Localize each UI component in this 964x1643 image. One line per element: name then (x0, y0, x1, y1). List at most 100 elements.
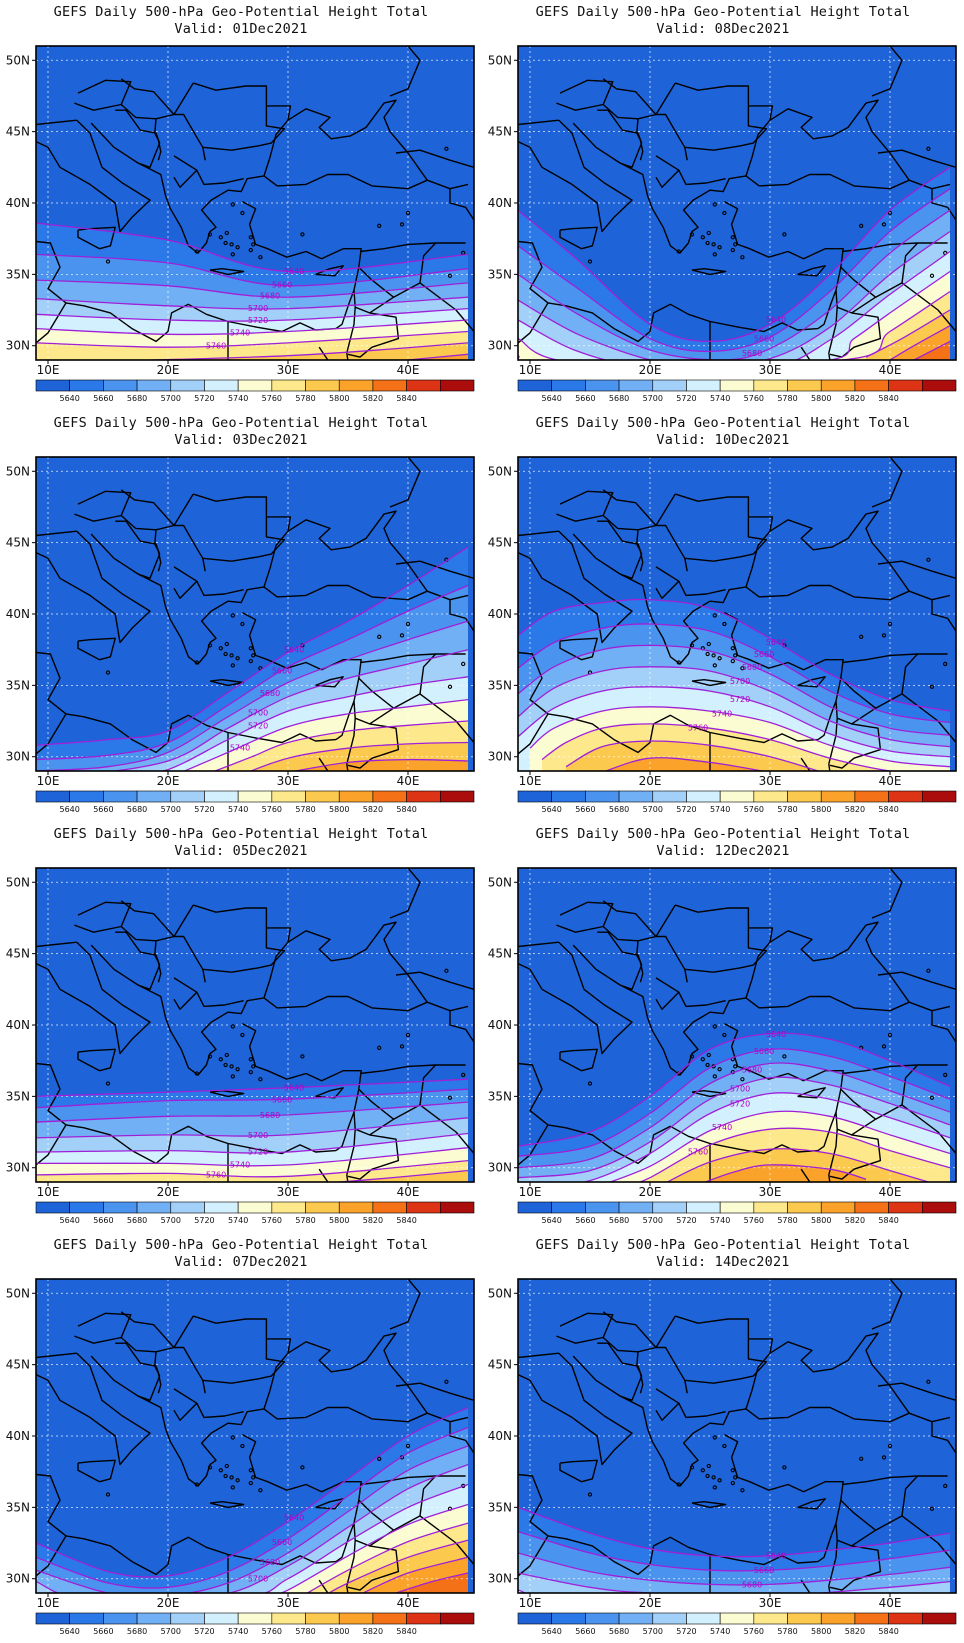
island (722, 210, 727, 216)
contour-5760 (518, 290, 951, 360)
colorbar-swatch (618, 379, 654, 392)
island (712, 663, 717, 668)
coastline (678, 169, 726, 186)
coastline (745, 99, 910, 190)
colorbar-swatch (686, 790, 721, 803)
lat-tick-label: 45N (488, 1358, 512, 1372)
coastline (871, 1279, 903, 1330)
island (926, 557, 931, 562)
colorbar-label: 5680 (127, 1627, 147, 1636)
colorbar-swatch (719, 379, 755, 392)
colorbar-label: 5700 (161, 805, 181, 814)
contour-5780 (249, 741, 469, 771)
colorbar-swatch (338, 1201, 374, 1214)
contour-5760 (36, 330, 469, 348)
contour-5760 (638, 1127, 951, 1182)
colorbar-swatch (204, 1612, 239, 1625)
coastline (800, 346, 831, 360)
coastline (559, 637, 598, 661)
colorbar-swatch (35, 379, 70, 392)
contour-5660 (518, 1048, 951, 1157)
lat-tick-label: 30N (6, 750, 30, 764)
coastline (871, 457, 903, 508)
lat-tick-label: 35N (6, 678, 30, 692)
island (740, 1488, 745, 1493)
contour-label: 5680 (742, 1580, 762, 1589)
contour-5760 (541, 723, 896, 771)
island (461, 1072, 466, 1078)
contour-5660 (36, 1088, 469, 1109)
coastline (196, 169, 244, 186)
island (235, 1067, 240, 1072)
coastline (828, 307, 838, 354)
coastline (65, 1124, 337, 1165)
contour-5800 (292, 758, 469, 771)
island (712, 613, 717, 618)
panel-valid-date: Valid: 05Dec2021 (174, 843, 308, 859)
colorbar-label: 5680 (609, 1216, 629, 1225)
island (105, 1081, 111, 1086)
contour-label: 5700 (248, 708, 268, 717)
panel-valid-date: Valid: 10Dec2021 (656, 432, 790, 448)
coastline (828, 1129, 838, 1176)
coastline (724, 1022, 844, 1152)
contour-label: 5660 (272, 1538, 292, 1547)
lat-tick-label: 35N (488, 678, 512, 692)
island (300, 232, 305, 237)
colorbar-swatch (136, 1612, 172, 1625)
coastline (655, 1388, 680, 1421)
contour-label: 5660 (754, 335, 774, 344)
coastline (518, 119, 559, 126)
map-panel-4: GEFS Daily 500-hPa Geo-Potential Height … (482, 411, 964, 821)
contour-label: 5760 (206, 341, 226, 350)
colorbar: 5640 5660 5680 5700 5720 5740 5760 5780 5800 5820… (35, 1612, 475, 1636)
contour-label: 5640 (766, 315, 786, 324)
island (300, 1465, 305, 1470)
height-band-5720 (518, 251, 950, 360)
island (461, 661, 466, 667)
coastline (266, 516, 292, 532)
coastline (419, 1104, 474, 1154)
colorbar-swatch (686, 1201, 721, 1214)
island (689, 1465, 695, 1470)
lon-tick-label: 40E (397, 1185, 420, 1199)
panel-valid-date: Valid: 01Dec2021 (174, 21, 308, 37)
island (881, 1044, 887, 1049)
lon-tick-label: 40E (397, 774, 420, 788)
panel-title: GEFS Daily 500-hPa Geo-Potential Height … (53, 4, 429, 20)
contour-5660 (36, 253, 469, 287)
coastline (931, 1010, 948, 1030)
coastline (346, 1540, 356, 1587)
coastline (347, 723, 400, 769)
lat-tick-label: 40N (6, 607, 30, 621)
panel-valid-date: Valid: 14Dec2021 (656, 1254, 790, 1270)
coastline (518, 1352, 559, 1359)
coastline (547, 1124, 819, 1165)
colorbar-swatch (103, 790, 138, 803)
island (230, 1024, 235, 1029)
lon-tick-label: 10E (519, 363, 542, 377)
island (887, 210, 893, 216)
colorbar-swatch (719, 1201, 755, 1214)
coastline (242, 611, 362, 741)
colorbar-label: 5640 (60, 1627, 80, 1636)
island (740, 666, 745, 671)
contour-5780 (565, 740, 819, 771)
colorbar-label: 5820 (363, 1627, 383, 1636)
contour-5680 (518, 1552, 951, 1586)
contour-label: 5660 (754, 1566, 774, 1575)
colorbar-label: 5660 (93, 805, 113, 814)
colorbar-swatch (440, 379, 475, 392)
colorbar-label: 5780 (777, 1627, 797, 1636)
colorbar-label: 5640 (542, 1216, 562, 1225)
height-band-5780 (154, 342, 468, 360)
colorbar-swatch (271, 1201, 306, 1214)
island (194, 1482, 199, 1487)
coastline (800, 1579, 831, 1593)
island (881, 1455, 887, 1460)
colorbar-label: 5680 (127, 805, 147, 814)
lat-tick-label: 30N (488, 750, 512, 764)
coastline (65, 713, 337, 754)
island (859, 634, 864, 639)
coastline (655, 82, 768, 151)
